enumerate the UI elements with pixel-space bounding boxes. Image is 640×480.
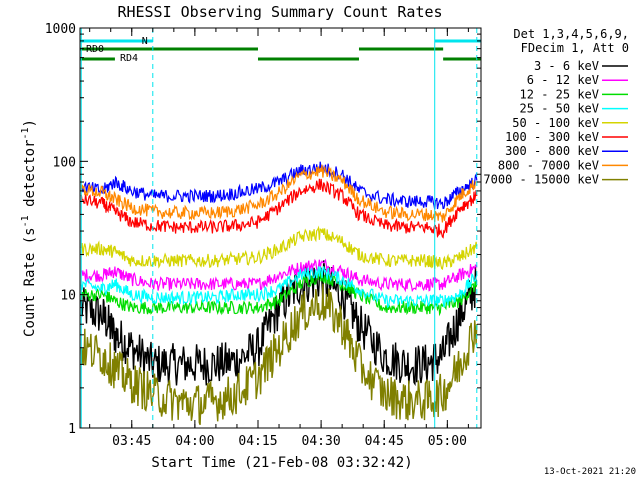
legend-entry-label: 800 - 7000 keV: [498, 158, 599, 172]
flag-label: RD4: [120, 53, 138, 64]
x-tick-label: 04:30: [302, 434, 341, 449]
x-tick-label: 05:00: [428, 434, 467, 449]
chart-title: RHESSI Observing Summary Count Rates: [117, 3, 442, 21]
legend-entry-label: 100 - 300 keV: [505, 130, 599, 144]
y-tick-label: 1: [68, 422, 76, 437]
y-axis-label-part: Count Rate (s: [22, 227, 38, 337]
y-tick-label: 100: [53, 155, 76, 170]
y-axis-label: Count Rate (s-1 detector-1): [20, 119, 38, 337]
legend-entry-label: 25 - 50 keV: [520, 102, 599, 116]
series-line: [81, 258, 478, 293]
series-path: [81, 258, 478, 293]
y-tick-label: 10: [60, 289, 76, 304]
timestamp: 13-Oct-2021 21:20: [544, 467, 636, 477]
series-line: [80, 164, 477, 223]
plot-frame: [79, 27, 482, 429]
series-path: [80, 161, 478, 210]
series-line: [80, 260, 478, 387]
flag-label: N: [142, 36, 148, 47]
series-layer: [80, 161, 478, 426]
legend-entry-label: 6 - 12 keV: [527, 73, 599, 87]
vlines-layer: [80, 28, 478, 428]
x-tick-label: 04:00: [175, 434, 214, 449]
flag-label: RD0: [86, 44, 104, 55]
series-line: [80, 268, 478, 317]
x-axis-label: Start Time (21-Feb-08 03:32:42): [151, 455, 412, 471]
series-path: [80, 225, 478, 271]
legend-header: FDecim 1, Att 0: [521, 41, 629, 55]
y-axis-label-part: detector: [22, 140, 38, 216]
legend-entry-label: 7000 - 15000 keV: [483, 173, 599, 187]
series-line: [80, 225, 478, 271]
x-tick-label: 04:15: [238, 434, 277, 449]
series-path: [80, 283, 478, 426]
series-line: [80, 283, 478, 426]
y-axis-label-sup: -1: [20, 215, 31, 227]
y-axis-label-sup: -1: [20, 127, 31, 139]
series-path: [80, 268, 478, 317]
series-line: [80, 161, 478, 210]
ticks-layer: 03:45 04:00 04:15 04:30 04:45 05:00 1 10 100 1000: [45, 22, 481, 449]
legend-entry-label: 3 - 6 keV: [534, 59, 599, 73]
x-tick-label: 03:45: [112, 434, 151, 449]
legend-entry-label: 300 - 800 keV: [505, 144, 599, 158]
series-line: [80, 266, 478, 309]
series-path: [80, 164, 477, 223]
legend: Det 1,3,4,5,6,9,FDecim 1, Att 0 3 - 6 keV…: [483, 27, 629, 187]
series-path: [80, 178, 478, 239]
legend-header: Det 1,3,4,5,6,9,: [513, 27, 629, 41]
legend-entry-label: 12 - 25 keV: [520, 87, 599, 101]
y-axis-label-part: ): [22, 119, 38, 127]
flags-layer: N RD0 RD4: [80, 36, 481, 64]
series-path: [80, 260, 478, 387]
series-path: [80, 266, 478, 309]
x-tick-label: 04:45: [365, 434, 404, 449]
y-tick-label: 1000: [45, 22, 76, 37]
series-line: [80, 178, 478, 239]
legend-entry-label: 50 - 100 keV: [512, 116, 599, 130]
